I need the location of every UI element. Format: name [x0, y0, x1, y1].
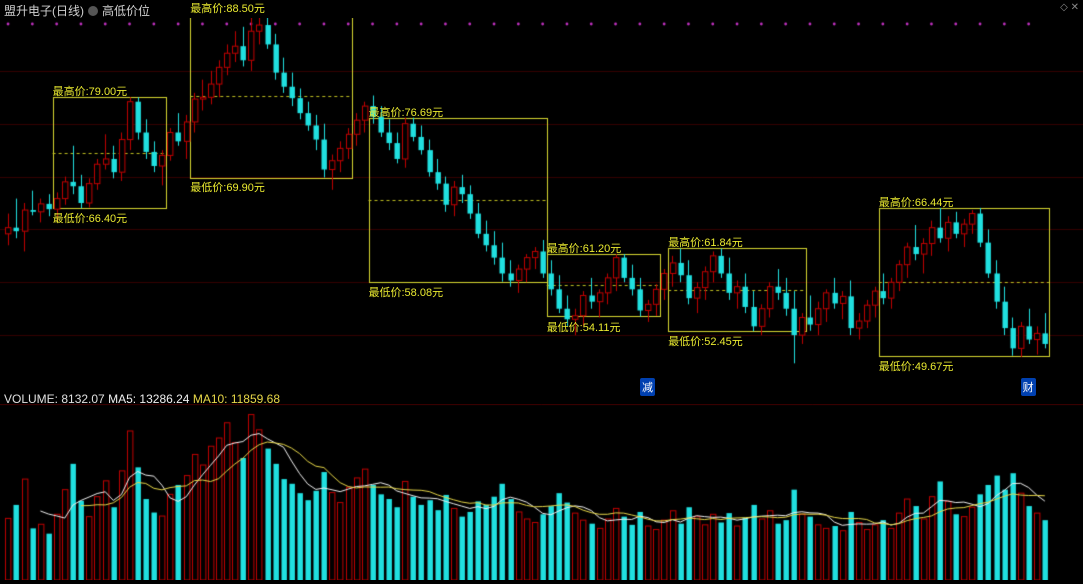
chart-header: 盟升电子(日线) 高低价位 [4, 2, 150, 19]
low-label-3: 最低价:54.11元 [547, 319, 621, 335]
low-label-1: 最低价:69.90元 [190, 179, 265, 195]
low-label-4: 最低价:52.45元 [668, 333, 743, 349]
high-label-5: 最高价:66.44元 [879, 194, 954, 210]
indicator-dot-icon [88, 6, 98, 16]
high-label-0: 最高价:79.00元 [53, 83, 128, 99]
stock-name: 盟升电子(日线) [4, 2, 84, 19]
low-label-0: 最低价:66.40元 [53, 210, 128, 226]
indicator-name: 高低价位 [102, 2, 150, 19]
high-label-1: 最高价:88.50元 [190, 0, 265, 16]
high-label-2: 最高价:76.69元 [369, 104, 444, 120]
high-label-4: 最高价:61.84元 [668, 234, 743, 250]
low-label-2: 最低价:58.08元 [369, 284, 444, 300]
badge-1: 财 [1021, 378, 1036, 396]
high-label-3: 最高价:61.20元 [547, 240, 622, 256]
low-label-5: 最低价:49.67元 [879, 358, 954, 374]
top-right-icons[interactable]: ◇ ✕ [1060, 2, 1079, 13]
volume-chart[interactable] [0, 404, 1083, 580]
badge-0: 减 [640, 378, 655, 396]
